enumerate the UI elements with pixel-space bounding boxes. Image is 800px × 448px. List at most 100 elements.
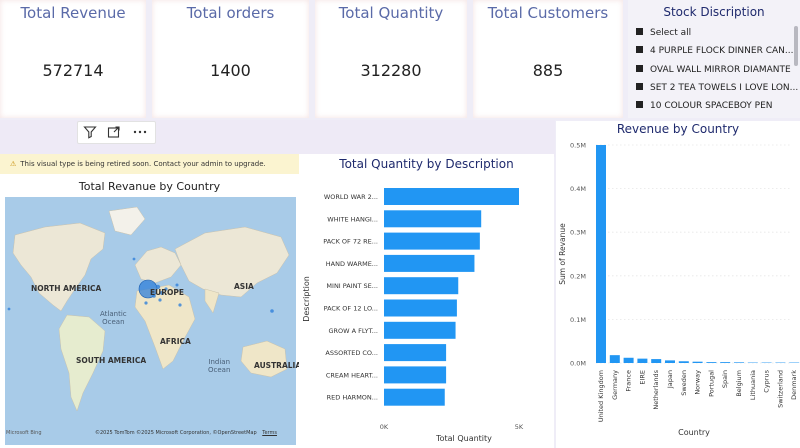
bar: [623, 357, 634, 363]
bar: [692, 361, 703, 363]
bar: [609, 355, 620, 363]
map-label-atlantic: Atlantic Ocean: [100, 310, 127, 326]
y-axis-title: Description: [302, 276, 311, 322]
map-visual: ⚠ This visual type is being retired soon.…: [0, 154, 302, 448]
x-tick-label: Japan: [666, 370, 674, 389]
revenue-chart-visual: Revenue by Country 0.0M 0.1M 0.2M 0.3M 0.4M 0…: [556, 121, 800, 448]
x-tick-label: 0K: [380, 423, 389, 431]
bar: [720, 362, 731, 363]
map-label-africa: AFRICA: [160, 337, 191, 346]
slicer-title: Stock Discription: [663, 5, 765, 19]
slicer-scrollbar[interactable]: [794, 26, 798, 66]
slicer-item[interactable]: 4 PURPLE FLOCK DINNER CAN...: [636, 46, 793, 56]
revenue-bar-chart: 0.0M 0.1M 0.2M 0.3M 0.4M 0.5M United Kingdom Ge…: [558, 142, 800, 437]
bar: [651, 359, 662, 363]
x-tick-label: Belgium: [735, 370, 743, 397]
slicer-item[interactable]: Select all: [636, 28, 691, 38]
y-tick-label: 0.5M: [570, 142, 586, 150]
bar: [637, 358, 648, 363]
category-label: PACK OF 72 RE...: [323, 238, 378, 246]
slicer-item[interactable]: 10 COLOUR SPACEBOY PEN: [636, 101, 773, 111]
x-tick-label: 5K: [515, 423, 524, 431]
map-label-europe: EUROPE: [150, 288, 184, 297]
bar: [384, 232, 480, 250]
bar: [384, 188, 519, 205]
x-axis-title: Country: [678, 428, 710, 437]
bar: [384, 366, 447, 384]
x-tick-label: Denmark: [790, 370, 798, 400]
y-tick-label: 0.1M: [570, 316, 586, 324]
map-terms-link[interactable]: Terms: [262, 430, 277, 436]
slicer-item[interactable]: OVAL WALL MIRROR DIAMANTE: [636, 65, 791, 75]
chart-title: Revenue by Country: [616, 122, 740, 136]
stock-slicer: Stock Discription Select all 4 PURPLE FL…: [628, 0, 800, 118]
visual-toolbar: [77, 121, 156, 144]
kpi-card-orders: Total orders 1400: [152, 0, 309, 118]
x-tick-label: Sweden: [680, 370, 688, 396]
category-label: RED HARMON...: [327, 394, 378, 402]
x-tick-label: France: [625, 370, 633, 392]
filter-icon[interactable]: [83, 125, 97, 139]
focus-mode-icon[interactable]: [107, 125, 121, 139]
more-options-icon[interactable]: [132, 125, 148, 139]
checkbox-icon[interactable]: [636, 65, 643, 72]
category-label: WHITE HANGI...: [327, 215, 378, 223]
x-tick-label: Switzerland: [776, 370, 784, 408]
x-tick-label: Portugal: [707, 370, 715, 397]
category-label: HAND WARME...: [326, 260, 378, 268]
y-tick-label: 0.4M: [570, 185, 586, 193]
bar: [384, 388, 445, 406]
quantity-chart-visual: Total Quantity by Description WORLD WAR …: [299, 154, 554, 448]
map-title: Total Revanue by Country: [78, 180, 221, 193]
x-tick-label: Cyprus: [763, 369, 771, 392]
kpi-value: 885: [532, 61, 564, 80]
kpi-value: 1400: [210, 61, 251, 80]
bar: [734, 362, 744, 363]
bar: [384, 277, 459, 295]
kpi-title: Total Revenue: [20, 4, 126, 22]
slicer-item[interactable]: SET 2 TEA TOWELS I LOVE LON...: [636, 83, 798, 93]
map-label-south-america: SOUTH AMERICA: [76, 356, 147, 365]
checkbox-icon[interactable]: [636, 46, 643, 53]
category-label: GROW A FLYT...: [328, 327, 378, 335]
map-canvas[interactable]: [5, 197, 296, 445]
bar: [384, 210, 482, 228]
x-tick-label: EIRE: [638, 370, 646, 385]
bar: [384, 321, 456, 339]
bar: [596, 145, 606, 363]
x-axis-title: Total Quantity: [435, 434, 492, 443]
kpi-title: Total Quantity: [338, 4, 444, 22]
bar: [384, 344, 447, 362]
bing-logo: Microsoft Bing: [6, 430, 42, 436]
checkbox-icon[interactable]: [636, 83, 643, 90]
x-tick-label: United Kingdom: [597, 370, 605, 422]
category-label: MINI PAINT SE...: [326, 282, 378, 290]
category-label: WORLD WAR 2...: [324, 193, 378, 201]
bar: [678, 361, 689, 363]
map-copyright: ©2025 TomTom ©2025 Microsoft Corporation…: [95, 430, 277, 436]
kpi-card-quantity: Total Quantity 312280: [315, 0, 467, 118]
checkbox-icon[interactable]: [636, 28, 643, 35]
kpi-card-revenue: Total Revenue 572714: [0, 0, 146, 118]
map-label-australia: AUSTRALIA: [254, 361, 302, 370]
kpi-title: Total orders: [186, 4, 275, 22]
bar: [706, 362, 717, 363]
retirement-warning: ⚠ This visual type is being retired soon.…: [0, 154, 299, 174]
x-tick-label: Norway: [694, 370, 702, 395]
y-axis-title: Sum of Revanue: [558, 223, 567, 285]
category-label: CREAM HEART...: [326, 371, 378, 379]
kpi-value: 572714: [42, 61, 104, 80]
checkbox-icon[interactable]: [636, 101, 643, 108]
map-label-asia: ASIA: [234, 282, 254, 291]
x-tick-label: Germany: [611, 370, 619, 400]
map-label-indian: Indian Ocean: [208, 358, 231, 374]
x-tick-label: Lithuania: [749, 370, 757, 400]
warning-icon: ⚠: [10, 160, 17, 168]
bar: [384, 299, 457, 317]
quantity-bar-chart: WORLD WAR 2... WHITE HANGI... PACK OF 72 R…: [302, 188, 524, 443]
x-tick-label: Netherlands: [652, 369, 660, 409]
category-label: ASSORTED CO...: [325, 349, 378, 357]
category-label: PACK OF 12 LO...: [324, 305, 378, 313]
kpi-title: Total Customers: [487, 4, 609, 22]
y-tick-label: 0.3M: [570, 229, 586, 237]
